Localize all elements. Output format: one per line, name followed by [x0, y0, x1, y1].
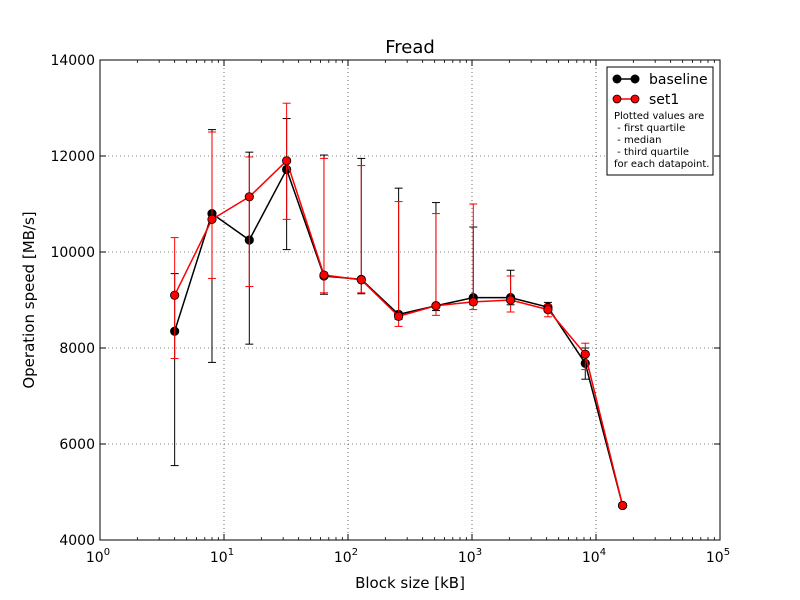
data-point: [244, 192, 254, 202]
x-axis-title: Block size [kB]: [355, 574, 465, 592]
y-tick-label: 14000: [50, 53, 95, 69]
x-tick-label: 103: [458, 547, 482, 566]
chart-title: Fread: [385, 37, 435, 58]
data-point: [319, 270, 329, 280]
legend-label-set1: set1: [649, 92, 679, 108]
data-point: [580, 349, 590, 359]
data-point: [207, 214, 217, 224]
x-tick-label: 104: [582, 547, 606, 566]
x-tick-label: 102: [334, 547, 358, 566]
y-tick-label: 10000: [50, 245, 95, 261]
data-point: [506, 295, 516, 305]
legend-marker-set1: [612, 94, 622, 104]
y-axis-title: Operation speed [MB/s]: [20, 211, 38, 388]
y-tick-label: 4000: [59, 533, 95, 549]
legend-note-line: for each datapoint.: [614, 159, 709, 170]
legend-box: [606, 66, 714, 176]
data-point: [356, 275, 366, 285]
data-point: [543, 304, 553, 315]
legend: baseline set1 Plotted values are - first…: [606, 66, 714, 176]
x-tick-label: 105: [706, 547, 730, 566]
data-point: [394, 311, 404, 321]
legend-note-line: - first quartile: [614, 123, 685, 134]
series-layer: [170, 102, 628, 511]
legend-label-baseline: baseline: [649, 72, 708, 88]
plot-frame: [99, 59, 721, 541]
x-tick-label: 101: [210, 547, 234, 566]
legend-marker-set1: [630, 94, 640, 104]
legend-note-line: Plotted values are: [614, 111, 704, 122]
x-tick-label: 100: [86, 547, 110, 566]
series-set1: [170, 102, 628, 511]
y-tick-label: 6000: [59, 437, 95, 453]
ticks: 4000 6000 8000 10000 12000 14000 100 101 102 103 1…: [50, 53, 730, 566]
legend-note-line: - median: [614, 135, 661, 146]
legend-marker-baseline: [612, 74, 622, 84]
data-point: [468, 297, 478, 307]
data-point: [170, 290, 180, 300]
data-point: [431, 301, 441, 311]
legend-marker-baseline: [630, 74, 640, 84]
data-point: [617, 500, 628, 511]
legend-note-line: - third quartile: [614, 147, 689, 158]
data-point: [282, 156, 292, 166]
y-tick-label: 12000: [50, 149, 95, 165]
y-tick-label: 8000: [59, 341, 95, 357]
